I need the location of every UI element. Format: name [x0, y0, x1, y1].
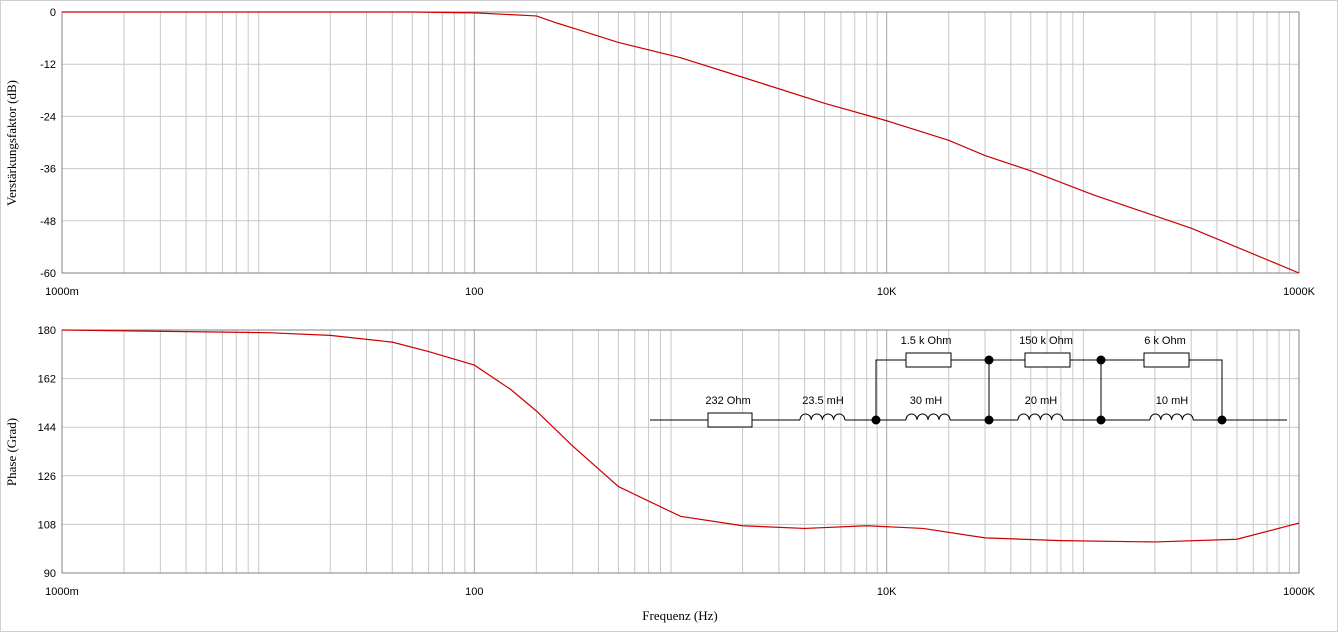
node: [984, 355, 994, 365]
circuit-label: 232 Ohm: [705, 395, 750, 407]
y-tick-label: 144: [38, 422, 56, 434]
x-tick-label: 100: [465, 586, 483, 598]
y-tick-label: 90: [44, 568, 56, 580]
inductor: [799, 413, 846, 421]
y-axis-label: Verstärkungsfaktor (dB): [4, 80, 19, 206]
y-tick-label: 0: [50, 7, 56, 19]
circuit-diagram: 232 Ohm 23.5 mH 1.5 k Ohm 30 mH 150 k Oh…: [650, 335, 1287, 428]
plot-border: [61, 11, 1300, 274]
inductor: [905, 413, 951, 421]
plot-border: [61, 329, 1300, 574]
y-tick-label: -48: [40, 216, 56, 228]
resistor: [1024, 352, 1071, 368]
y-tick-label: -24: [40, 111, 56, 123]
circuit-label: 1.5 k Ohm: [901, 335, 952, 347]
resistor: [905, 352, 952, 368]
y-axis-label: Phase (Grad): [4, 418, 19, 486]
circuit-label: 10 mH: [1156, 395, 1188, 407]
x-tick-label: 1000K: [1283, 586, 1315, 598]
resistor: [707, 412, 753, 428]
circuit-label: 150 k Ohm: [1019, 335, 1073, 347]
data-line: [61, 329, 1300, 543]
circuit-label: 30 mH: [910, 395, 942, 407]
x-tick-label: 1000K: [1283, 286, 1315, 298]
x-axis-label: Frequenz (Hz): [642, 608, 717, 623]
circuit-label: 23.5 mH: [802, 395, 844, 407]
inductor: [1017, 413, 1064, 421]
node: [1217, 415, 1227, 425]
resistor: [1143, 352, 1190, 368]
node: [1096, 355, 1106, 365]
y-tick-label: -60: [40, 268, 56, 280]
circuit-label: 20 mH: [1025, 395, 1057, 407]
y-tick-label: 108: [38, 519, 56, 531]
y-tick-label: 162: [38, 374, 56, 386]
y-tick-label: -36: [40, 164, 56, 176]
inductor: [1149, 413, 1194, 421]
circuit-label: 6 k Ohm: [1144, 335, 1186, 347]
node: [984, 415, 994, 425]
x-tick-label: 100: [465, 286, 483, 298]
node: [1096, 415, 1106, 425]
y-tick-label: -12: [40, 59, 56, 71]
node: [871, 415, 881, 425]
data-line: [62, 11, 1300, 274]
x-tick-label: 1000m: [45, 586, 79, 598]
x-tick-label: 1000m: [45, 286, 79, 298]
y-tick-label: 180: [38, 325, 56, 337]
y-tick-label: 126: [38, 471, 56, 483]
x-tick-label: 10K: [877, 586, 897, 598]
x-tick-label: 10K: [877, 286, 897, 298]
